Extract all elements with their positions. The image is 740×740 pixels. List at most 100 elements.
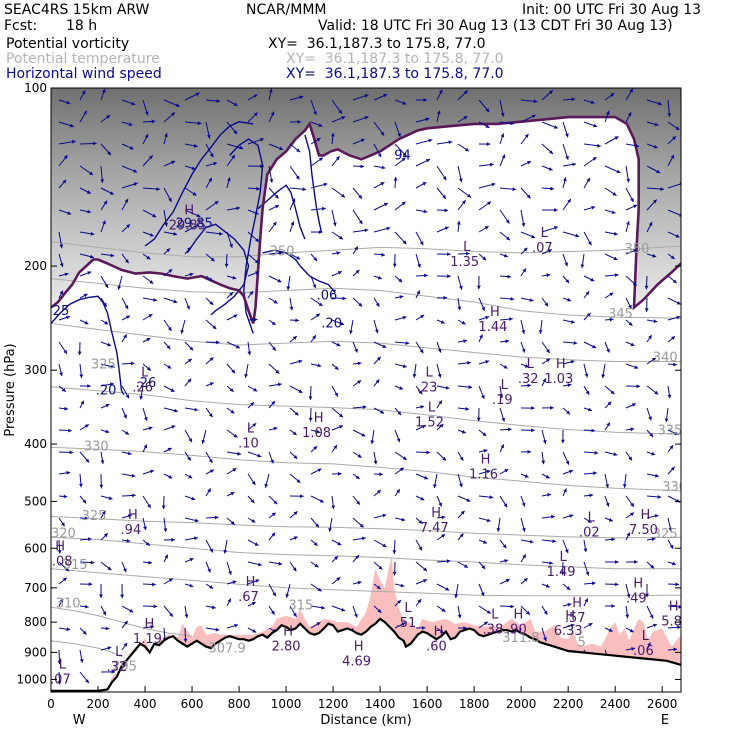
wind-vector-head	[611, 604, 615, 608]
wind-vector-head	[664, 418, 669, 423]
wind-vector-head	[355, 269, 360, 274]
wind-vector-head	[63, 155, 68, 160]
wind-vector-head	[660, 187, 664, 191]
wind-vector-head	[89, 171, 94, 175]
wind-vector-head	[628, 322, 633, 326]
field-name-theta: Potential temperature	[6, 51, 160, 67]
extremum-value: 1.35	[450, 255, 479, 270]
wind-vector-head	[567, 602, 572, 607]
wind-vector-head	[131, 101, 136, 106]
theta-contour-330	[51, 446, 681, 492]
wind-vector-head	[189, 346, 194, 351]
wind-vector-head	[563, 177, 567, 182]
low-marker: L	[425, 366, 433, 381]
y-tick-label: 900	[24, 645, 47, 659]
wind-vector-head	[337, 541, 342, 546]
wind-vector-head	[360, 138, 365, 143]
wind-vector-head	[634, 560, 638, 564]
wind-vector-head	[670, 255, 675, 259]
wind-vector-head	[461, 320, 466, 325]
wind-vector-head	[143, 444, 147, 449]
wind-vector-head	[252, 423, 257, 427]
wind-vector-head	[673, 362, 677, 367]
wind-vector-head	[481, 306, 485, 311]
wind-vector-head	[253, 112, 258, 117]
wind-vector-head	[375, 379, 380, 384]
wind-vector-head	[423, 579, 427, 583]
wind-vector-head	[271, 321, 276, 325]
wind-vector-head	[337, 471, 342, 476]
pv-label: .20	[96, 384, 117, 399]
wind-vector-head	[674, 431, 679, 436]
wind-vector-head	[239, 145, 244, 150]
wind-vector-head	[77, 351, 82, 355]
wind-vector-head	[508, 427, 512, 432]
wind-vector-head	[653, 199, 657, 204]
extremum-value: .60	[426, 640, 447, 655]
wind-vector-head	[485, 360, 490, 364]
wind-vector-head	[209, 153, 214, 158]
wind-vector-head	[336, 577, 341, 581]
wind-vector-head	[481, 395, 485, 399]
theta-label: 345	[608, 307, 633, 322]
wind-vector-head	[208, 277, 213, 281]
wind-vector-head	[375, 302, 380, 307]
wind-vector-head	[216, 340, 220, 345]
wind-vector-head	[480, 592, 485, 597]
wind-vector-head	[85, 604, 89, 609]
wind-vector-head	[156, 187, 160, 191]
wind-vector-head	[615, 560, 619, 564]
wind-vector-head	[588, 407, 592, 412]
wind-vector-head	[584, 373, 589, 378]
wind-vector-head	[331, 132, 335, 137]
wind-vector-head	[606, 422, 610, 427]
wind-vector-head	[336, 251, 341, 255]
wind-vectors	[57, 88, 681, 685]
wind-vector-head	[318, 157, 323, 162]
wind-vector-head	[338, 235, 343, 240]
wind-vector-head	[376, 585, 381, 590]
wind-vector-head	[255, 238, 259, 242]
wind-vector-head	[542, 378, 546, 383]
wind-vector-head	[272, 592, 276, 597]
wind-vector-head	[504, 469, 509, 473]
wind-vector-head	[433, 484, 437, 488]
low-marker: L	[541, 226, 549, 241]
wind-vector-head	[468, 385, 473, 389]
wind-vector-head	[545, 584, 550, 588]
wind-vector-head	[80, 400, 84, 405]
wind-vector-head	[149, 233, 154, 237]
wind-vector-head	[383, 93, 388, 98]
wind-vector-head	[293, 455, 298, 459]
wind-vector-head	[66, 471, 71, 475]
wind-vector-head	[644, 308, 649, 312]
wind-vector-head	[293, 536, 298, 540]
wind-vector-head	[210, 257, 215, 262]
wind-vector-head	[144, 111, 149, 116]
wind-vector-head	[402, 101, 407, 105]
wind-vector-head	[293, 612, 297, 617]
wind-vector-head	[383, 202, 388, 207]
extremum-value: .26	[132, 381, 153, 396]
wind-vector-head	[66, 627, 71, 632]
wind-vector-head	[271, 532, 276, 537]
wind-vector-head	[123, 642, 128, 647]
wind-vector-head	[443, 295, 447, 300]
wind-vector-head	[418, 390, 423, 395]
wind-vector-head	[633, 249, 637, 253]
wind-vector-head	[230, 520, 235, 525]
wind-vector-head	[402, 240, 407, 245]
wind-vector-head	[313, 446, 318, 450]
wind-vector-head	[401, 622, 406, 626]
wind-vector-head	[260, 138, 264, 142]
high-marker: H	[145, 617, 155, 632]
wind-vector-head	[328, 528, 332, 532]
wind-vector-head	[349, 330, 353, 334]
wind-vector-head	[139, 395, 144, 400]
wind-vector-head	[588, 623, 593, 627]
wind-vector-head	[333, 222, 337, 227]
wind-vector-head	[174, 408, 178, 413]
wind-vector-head	[401, 201, 406, 206]
wind-vector-head	[258, 562, 262, 567]
wind-vector-head	[171, 425, 176, 429]
